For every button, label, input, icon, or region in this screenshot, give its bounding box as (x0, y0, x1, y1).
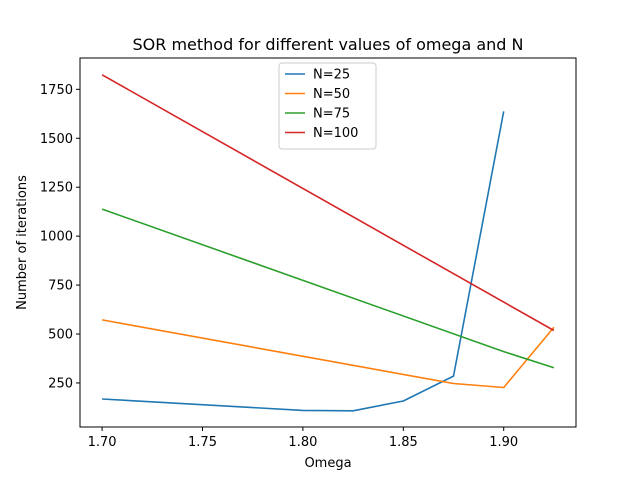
legend-label: N=100 (313, 126, 358, 141)
x-axis-ticks: 1.70 1.75 1.80 1.85 1.90 (88, 427, 518, 450)
y-tick-label: 1000 (40, 230, 73, 245)
x-tick-label: 1.85 (389, 435, 418, 450)
y-tick-label: 250 (48, 376, 73, 391)
series-lines (101, 74, 555, 412)
series-line-n-25 (102, 111, 505, 412)
y-axis-ticks: 250 500 750 1000 1250 1500 1750 (40, 83, 80, 391)
y-axis-label: Number of iterations (15, 175, 30, 310)
y-tick-label: 1750 (40, 83, 73, 98)
legend-label: N=75 (313, 107, 350, 122)
x-tick-label: 1.75 (188, 435, 217, 450)
x-tick-label: 1.90 (489, 435, 518, 450)
chart-title: SOR method for different values of omega… (132, 35, 523, 54)
y-tick-label: 1250 (40, 181, 73, 196)
axes-frame (79, 57, 577, 428)
y-tick-label: 750 (48, 279, 73, 294)
legend-label: N=50 (313, 87, 350, 102)
legend: N=25 N=50 N=75 N=100 (278, 62, 377, 150)
x-tick-label: 1.70 (88, 435, 117, 450)
legend-label: N=25 (313, 68, 350, 83)
x-axis-label: Omega (304, 456, 351, 471)
series-line-n-50 (101, 319, 555, 389)
y-tick-label: 1500 (40, 132, 73, 147)
series-line-n-100 (101, 74, 555, 332)
x-tick-label: 1.80 (288, 435, 317, 450)
series-line-n-75 (101, 208, 555, 369)
y-tick-label: 500 (48, 328, 73, 343)
legend-box (278, 62, 377, 150)
